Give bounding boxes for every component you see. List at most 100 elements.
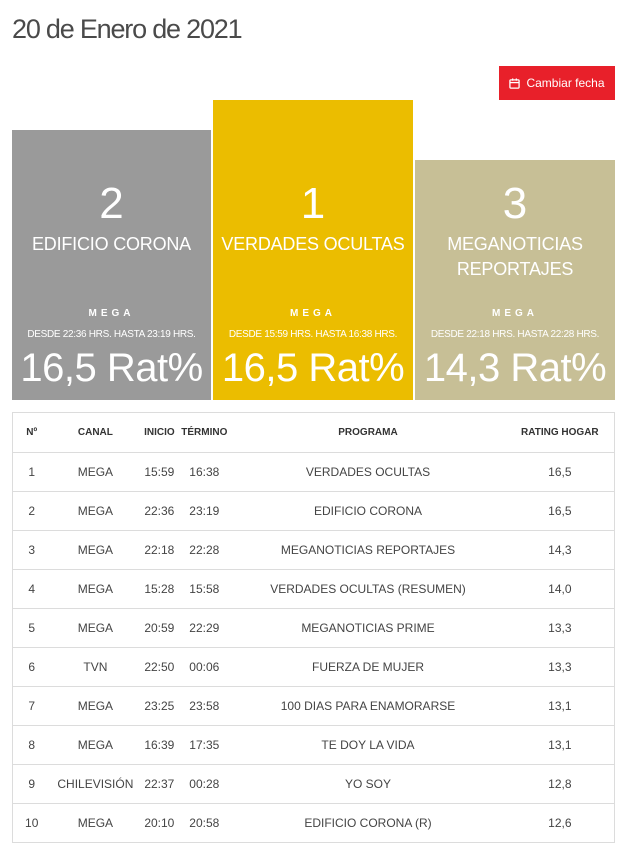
header-rating: RATING HOGAR <box>505 412 615 453</box>
podium-second: 2 EDIFICIO CORONA MEGA DESDE 22:36 HRS. … <box>12 130 211 400</box>
cell-rating: 16,5 <box>505 452 615 492</box>
cell-canal: MEGA <box>50 452 141 492</box>
table-row: 3 MEGA 22:18 22:28 MEGANOTICIAS REPORTAJES 14… <box>12 530 615 570</box>
ranking-table: Nº CANAL INICIO TÉRMINO PROGRAMA RATING … <box>12 412 615 843</box>
header-termino: TÉRMINO <box>178 412 231 453</box>
cell-no: 1 <box>12 452 51 492</box>
cell-termino: 23:58 <box>178 686 231 726</box>
cell-inicio: 23:25 <box>140 686 179 726</box>
cell-no: 10 <box>12 803 51 843</box>
cell-termino: 23:19 <box>178 491 231 531</box>
table-row: 4 MEGA 15:28 15:58 VERDADES OCULTAS (RESUMEN… <box>12 569 615 609</box>
cell-no: 6 <box>12 647 51 687</box>
table-row: 5 MEGA 20:59 22:29 MEGANOTICIAS PRIME 13,3 <box>12 608 615 648</box>
cell-no: 2 <box>12 491 51 531</box>
cell-termino: 00:06 <box>178 647 231 687</box>
cell-termino: 20:58 <box>178 803 231 843</box>
calendar-icon <box>509 77 521 89</box>
table-row: 10 MEGA 20:10 20:58 EDIFICIO CORONA (R) 12,6 <box>12 803 615 843</box>
cell-inicio: 16:39 <box>140 725 179 765</box>
cell-rating: 13,1 <box>505 725 615 765</box>
cell-rating: 12,8 <box>505 764 615 804</box>
cell-inicio: 22:37 <box>140 764 179 804</box>
cell-programa: 100 DIAS PARA ENAMORARSE <box>230 686 506 726</box>
cell-programa: VERDADES OCULTAS <box>230 452 506 492</box>
podium-channel: MEGA <box>88 308 135 319</box>
header-inicio: INICIO <box>140 412 179 453</box>
header-no: Nº <box>12 412 51 453</box>
cell-programa: TE DOY LA VIDA <box>230 725 506 765</box>
cell-inicio: 22:18 <box>140 530 179 570</box>
cell-no: 8 <box>12 725 51 765</box>
cell-rating: 12,6 <box>505 803 615 843</box>
podium-rank: 1 <box>300 179 326 228</box>
podium-third: 3 MEGANOTICIAS REPORTAJES MEGA DESDE 22:… <box>415 160 615 400</box>
cell-termino: 17:35 <box>178 725 231 765</box>
cell-programa: YO SOY <box>230 764 506 804</box>
table-row: 8 MEGA 16:39 17:35 TE DOY LA VIDA 13,1 <box>12 725 615 765</box>
cell-programa: FUERZA DE MUJER <box>230 647 506 687</box>
change-date-label: Cambiar fecha <box>526 76 605 90</box>
table-row: 9 CHILEVISIÓN 22:37 00:28 YO SOY 12,8 <box>12 764 615 804</box>
cell-canal: MEGA <box>50 686 141 726</box>
cell-canal: MEGA <box>50 569 141 609</box>
podium-rank: 2 <box>99 179 124 228</box>
podium-rating: 14,3 Rat% <box>423 346 607 390</box>
cell-no: 4 <box>12 569 51 609</box>
podium-program: EDIFICIO CORONA <box>31 234 191 254</box>
cell-programa: EDIFICIO CORONA (R) <box>230 803 506 843</box>
page-title: 20 de Enero de 2021 <box>12 14 243 44</box>
table-row: 1 MEGA 15:59 16:38 VERDADES OCULTAS 16,5 <box>12 452 615 492</box>
cell-programa: EDIFICIO CORONA <box>230 491 506 531</box>
header-programa: PROGRAMA <box>230 412 506 453</box>
header-canal: CANAL <box>50 412 141 453</box>
podium-program: MEGANOTICIAS REPORTAJES <box>447 234 583 279</box>
cell-canal: TVN <box>50 647 141 687</box>
change-date-button[interactable]: Cambiar fecha <box>499 66 615 100</box>
podium-hours: DESDE 22:18 HRS. HASTA 22:28 HRS. <box>430 329 600 340</box>
cell-no: 3 <box>12 530 51 570</box>
table-row: 6 TVN 22:50 00:06 FUERZA DE MUJER 13,3 <box>12 647 615 687</box>
table-row: 7 MEGA 23:25 23:58 100 DIAS PARA ENAMORARSE 1… <box>12 686 615 726</box>
cell-inicio: 15:28 <box>140 569 179 609</box>
podium-channel: MEGA <box>290 308 336 319</box>
cell-canal: MEGA <box>50 803 141 843</box>
podium-rating: 16,5 Rat% <box>221 346 405 390</box>
cell-programa: MEGANOTICIAS PRIME <box>230 608 506 648</box>
cell-inicio: 20:59 <box>140 608 179 648</box>
cell-termino: 22:29 <box>178 608 231 648</box>
cell-inicio: 15:59 <box>140 452 179 492</box>
cell-rating: 13,3 <box>505 647 615 687</box>
cell-inicio: 22:36 <box>140 491 179 531</box>
table-header-row: Nº CANAL INICIO TÉRMINO PROGRAMA RATING … <box>12 412 615 453</box>
cell-rating: 13,1 <box>505 686 615 726</box>
cell-no: 5 <box>12 608 51 648</box>
cell-inicio: 20:10 <box>140 803 179 843</box>
cell-no: 7 <box>12 686 51 726</box>
podium-rating: 16,5 Rat% <box>20 346 203 390</box>
cell-canal: MEGA <box>50 530 141 570</box>
cell-programa: MEGANOTICIAS REPORTAJES <box>230 530 506 570</box>
podium-channel: MEGA <box>492 308 538 319</box>
cell-rating: 14,3 <box>505 530 615 570</box>
cell-termino: 15:58 <box>178 569 231 609</box>
cell-canal: CHILEVISIÓN <box>50 764 141 804</box>
cell-programa: VERDADES OCULTAS (RESUMEN) <box>230 569 506 609</box>
cell-canal: MEGA <box>50 491 141 531</box>
cell-termino: 00:28 <box>178 764 231 804</box>
cell-rating: 14,0 <box>505 569 615 609</box>
cell-no: 9 <box>12 764 51 804</box>
cell-termino: 16:38 <box>178 452 231 492</box>
cell-rating: 13,3 <box>505 608 615 648</box>
podium-rank: 3 <box>502 179 528 228</box>
podium-hours: DESDE 15:59 HRS. HASTA 16:38 HRS. <box>228 329 398 340</box>
cell-rating: 16,5 <box>505 491 615 531</box>
podium-program: VERDADES OCULTAS <box>221 234 405 254</box>
podium-first: 1 VERDADES OCULTAS MEGA DESDE 15:59 HRS.… <box>213 100 413 400</box>
table-row: 2 MEGA 22:36 23:19 EDIFICIO CORONA 16,5 <box>12 491 615 531</box>
cell-termino: 22:28 <box>178 530 231 570</box>
cell-inicio: 22:50 <box>140 647 179 687</box>
podium-hours: DESDE 22:36 HRS. HASTA 23:19 HRS. <box>27 329 196 340</box>
cell-canal: MEGA <box>50 725 141 765</box>
cell-canal: MEGA <box>50 608 141 648</box>
